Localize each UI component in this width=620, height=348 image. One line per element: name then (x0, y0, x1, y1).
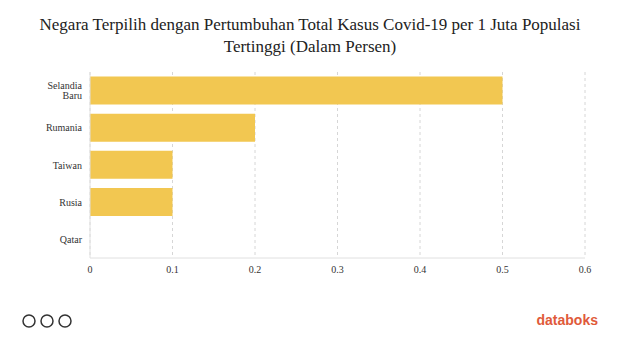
svg-text:0.1: 0.1 (166, 264, 179, 275)
svg-text:Rumania: Rumania (46, 122, 83, 133)
svg-text:0.6: 0.6 (579, 264, 592, 275)
svg-text:0.5: 0.5 (496, 264, 509, 275)
svg-text:0.2: 0.2 (249, 264, 262, 275)
svg-text:Qatar: Qatar (60, 234, 83, 245)
svg-text:Rusia: Rusia (59, 197, 82, 208)
svg-text:0.4: 0.4 (414, 264, 427, 275)
svg-text:0: 0 (88, 264, 93, 275)
svg-text:Taiwan: Taiwan (53, 160, 82, 171)
svg-text:0.3: 0.3 (331, 264, 344, 275)
svg-text:SelandiaBaru: SelandiaBaru (48, 80, 83, 101)
html-text:Negara Terpilih dengan Pertumb: Negara Terpilih dengan Pertumbuhan Total… (39, 15, 581, 56)
html-text:databoks: databoks (536, 312, 598, 328)
